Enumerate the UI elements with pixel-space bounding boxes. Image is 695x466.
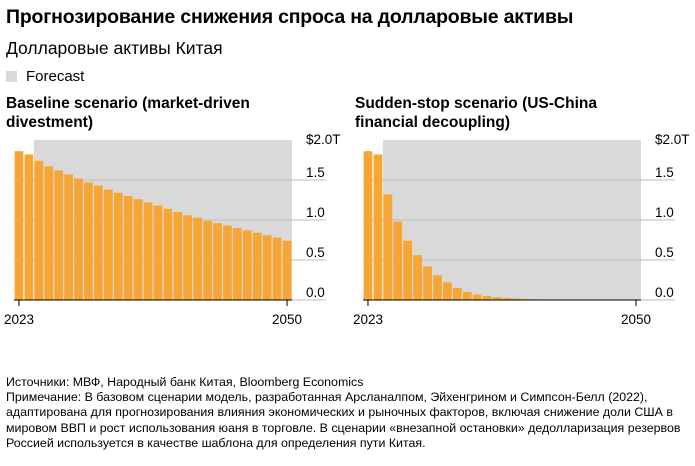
y-tick-label: 1.0	[655, 205, 674, 220]
bar-2048	[262, 235, 272, 300]
forecast-swatch	[6, 71, 17, 82]
bar-2043	[213, 223, 222, 300]
y-tick-label: 0.5	[655, 245, 674, 260]
x-tick-label: 2023	[4, 312, 34, 327]
bar-2035	[482, 296, 492, 300]
bar-2026	[44, 166, 54, 300]
bar-2049	[272, 237, 282, 300]
bar-2042	[203, 220, 212, 300]
bar-2024	[373, 154, 383, 300]
methodology-note: Примечание: В базовом сценарии модель, р…	[6, 390, 681, 450]
sudden-stop-chart: $2.0T 1.5 1.0 0.5 0.0 2023 2050	[353, 132, 690, 327]
y-tick-label: $2.0T	[306, 132, 341, 147]
bar-2032	[452, 288, 462, 300]
chart-subtitle: Долларовые активы Китая	[6, 38, 223, 58]
bar-2028	[64, 174, 73, 300]
bar-2034	[472, 294, 482, 300]
sources-note: Источники: МВФ, Народный банк Китая, Blo…	[6, 375, 364, 389]
bar-2036	[492, 297, 502, 300]
chart-title: Прогнозирование снижения спроса на долла…	[6, 6, 574, 28]
bar-2036	[143, 202, 153, 300]
y-tick-label: 1.0	[306, 205, 325, 220]
y-tick-label: 1.5	[306, 165, 325, 180]
y-tick-label: 1.5	[655, 165, 674, 180]
bar-2039	[173, 212, 183, 300]
bar-2037	[502, 298, 512, 300]
bar-2033	[113, 192, 123, 300]
bar-2029	[423, 266, 432, 300]
y-tick-label: 0.5	[306, 245, 325, 260]
bar-2030	[84, 182, 93, 300]
bar-2025	[34, 160, 44, 300]
bar-2046	[242, 230, 252, 300]
legend: Forecast	[6, 68, 84, 85]
bar-2034	[123, 196, 133, 300]
bar-2027	[403, 240, 413, 300]
y-tick-label: 0.0	[306, 285, 325, 300]
bar-2024	[24, 154, 34, 300]
bar-2026	[393, 221, 403, 300]
bar-2029	[74, 178, 83, 300]
bar-2047	[252, 232, 262, 300]
x-tick-label: 2050	[272, 312, 302, 327]
bar-2031	[443, 282, 452, 300]
bar-2027	[54, 170, 64, 300]
bar-2023	[363, 151, 373, 300]
bar-2041	[193, 217, 203, 300]
x-tick-label: 2050	[621, 312, 651, 327]
bar-2037	[153, 205, 163, 300]
y-tick-label: $2.0T	[655, 132, 690, 147]
bar-2023	[14, 151, 24, 300]
bar-2040	[183, 215, 193, 300]
bar-2032	[103, 189, 113, 300]
bar-2038	[512, 298, 522, 300]
bar-2025	[383, 194, 393, 300]
panel-title-baseline: Baseline scenario (market-driven divestm…	[6, 95, 250, 131]
bar-2045	[233, 228, 242, 300]
x-tick-label: 2023	[353, 312, 383, 327]
footnotes: Источники: МВФ, Народный банк Китая, Blo…	[6, 375, 691, 451]
bar-2028	[413, 255, 422, 300]
y-tick-label: 0.0	[655, 285, 674, 300]
baseline-chart: $2.0T 1.5 1.0 0.5 0.0 2023 2050	[4, 132, 341, 327]
panel-title-sudden-stop: Sudden-stop scenario (US-China financial…	[355, 95, 597, 131]
bar-2044	[223, 225, 232, 300]
bar-2031	[94, 185, 103, 300]
bar-2038	[163, 208, 173, 300]
bar-2050	[282, 240, 292, 300]
bar-2030	[433, 275, 442, 300]
bar-2033	[462, 292, 472, 300]
bar-2035	[133, 199, 143, 300]
legend-forecast-label: Forecast	[26, 68, 85, 85]
